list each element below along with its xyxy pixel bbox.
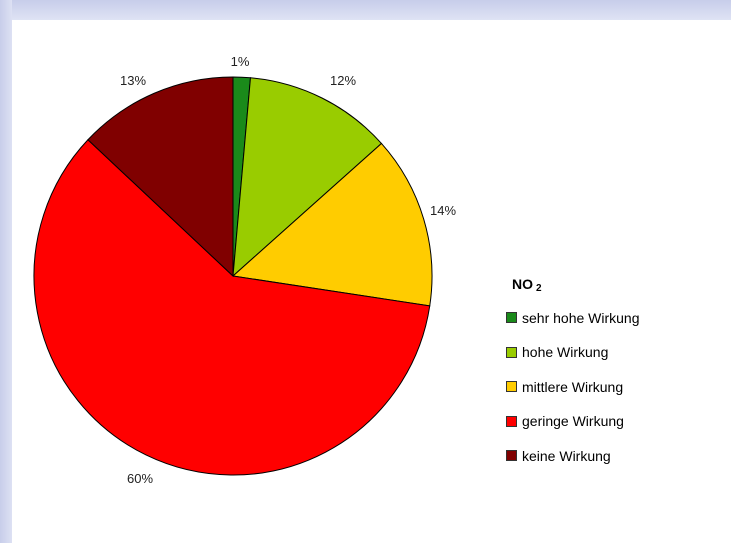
- pie-slice-hohe-wirkung: [232, 77, 383, 278]
- legend-title: NO 2: [512, 276, 721, 294]
- left-decoration-band: [0, 0, 12, 543]
- legend-swatch: [506, 415, 517, 427]
- pie-slice-mittlere-wirkung: [231, 142, 433, 307]
- legend-swatch: [506, 346, 517, 358]
- legend-title-subscript: 2: [536, 283, 542, 294]
- legend-item-geringe-wirkung: geringe Wirkung: [506, 413, 721, 430]
- data-label-slice-3: 60%: [127, 471, 153, 486]
- legend-swatch: [506, 312, 517, 323]
- pie-slice-geringe-wirkung: [33, 139, 431, 476]
- pie-slice-keine-wirkung: [87, 76, 234, 278]
- legend-swatch: [506, 450, 517, 461]
- legend-item-sehr-hohe-wirkung: sehr hohe Wirkung: [506, 309, 721, 326]
- legend: NO 2 sehr hohe Wirkung hohe Wirkung mittl…: [506, 276, 721, 482]
- legend-label: keine Wirkung: [522, 447, 611, 464]
- data-label-slice-2: 14%: [430, 203, 456, 218]
- top-decoration-band: [0, 0, 731, 20]
- pie-data-labels: 1% 12% 14% 60% 13%: [120, 54, 456, 486]
- data-label-slice-0: 1%: [231, 54, 250, 69]
- legend-item-keine-wirkung: keine Wirkung: [506, 447, 721, 464]
- legend-swatch: [506, 381, 517, 392]
- data-label-slice-1: 12%: [330, 73, 356, 88]
- legend-label: mittlere Wirkung: [522, 378, 624, 395]
- legend-item-mittlere-wirkung: mittlere Wirkung: [506, 378, 721, 395]
- pie-slices: [33, 76, 433, 476]
- legend-label: geringe Wirkung: [522, 413, 624, 429]
- data-label-slice-4: 13%: [120, 73, 146, 88]
- legend-title-text: NO: [512, 276, 533, 292]
- legend-item-hohe-wirkung: hohe Wirkung: [506, 344, 721, 361]
- legend-label: sehr hohe Wirkung: [522, 309, 640, 326]
- legend-label: hohe Wirkung: [522, 344, 609, 360]
